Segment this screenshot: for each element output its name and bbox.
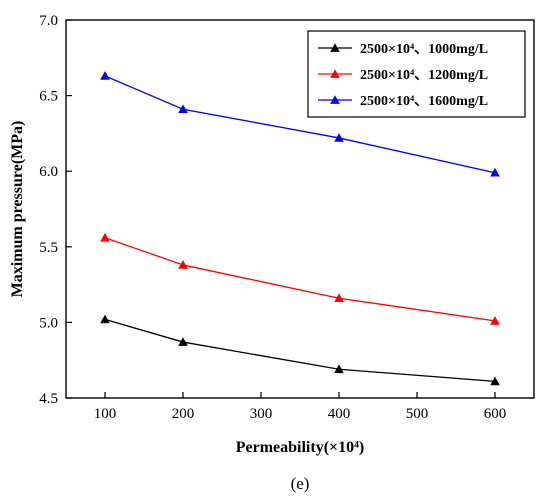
x-tick-label: 200 xyxy=(172,406,195,422)
y-tick-label: 6.0 xyxy=(39,164,58,180)
series-1 xyxy=(100,314,500,386)
legend-item: 2500×10⁴、1200mg/L xyxy=(318,68,488,83)
legend-label: 2500×10⁴、1000mg/L xyxy=(360,42,488,57)
y-tick-label: 7.0 xyxy=(39,13,58,29)
y-tick-label: 5.5 xyxy=(39,240,58,256)
legend-label: 2500×10⁴、1600mg/L xyxy=(360,94,488,109)
y-axis-title: Maximum pressure(MPa) xyxy=(9,121,26,298)
series-2 xyxy=(100,232,500,325)
series-line xyxy=(104,75,496,174)
x-axis-title: Permeability(×10⁴) xyxy=(236,439,365,456)
data-point-marker xyxy=(100,314,110,324)
data-point-marker xyxy=(490,376,500,386)
y-tick-label: 5.0 xyxy=(39,315,58,331)
x-tick-label: 300 xyxy=(250,406,273,422)
x-tick-label: 600 xyxy=(484,406,507,422)
legend-marker xyxy=(330,43,340,52)
data-point-marker xyxy=(490,167,500,177)
data-point-marker xyxy=(100,232,110,242)
x-tick-label: 100 xyxy=(94,406,117,422)
data-point-marker xyxy=(178,260,188,269)
legend-marker xyxy=(330,95,340,104)
data-point-marker xyxy=(334,293,344,303)
y-tick-label: 6.5 xyxy=(39,89,58,105)
x-tick-label: 500 xyxy=(406,406,429,422)
data-point-marker xyxy=(334,364,344,374)
legend-marker xyxy=(330,69,340,78)
figure-caption: (e) xyxy=(291,474,310,493)
axis-ticks: 100 200 300 400 500 600 4.5 5.0 5.5 6.0 6.5 7.0 xyxy=(39,13,506,422)
x-tick-label: 400 xyxy=(328,406,351,422)
data-point-marker xyxy=(178,104,188,114)
series-layer xyxy=(100,71,500,386)
series-line xyxy=(104,318,496,383)
legend-item: 2500×10⁴、1600mg/L xyxy=(318,94,488,109)
legend: 2500×10⁴、1000mg/L 2500×10⁴、1200mg/L 2500×1… xyxy=(307,30,526,118)
series-line xyxy=(104,237,496,322)
data-point-marker xyxy=(334,133,344,142)
data-point-marker xyxy=(490,316,500,325)
data-point-marker xyxy=(100,71,110,80)
legend-item: 2500×10⁴、1000mg/L xyxy=(318,42,488,57)
plot-frame xyxy=(65,19,535,399)
legend-label: 2500×10⁴、1200mg/L xyxy=(360,68,488,83)
data-point-marker xyxy=(178,337,188,346)
series-3 xyxy=(100,71,500,177)
y-tick-label: 4.5 xyxy=(39,391,58,407)
